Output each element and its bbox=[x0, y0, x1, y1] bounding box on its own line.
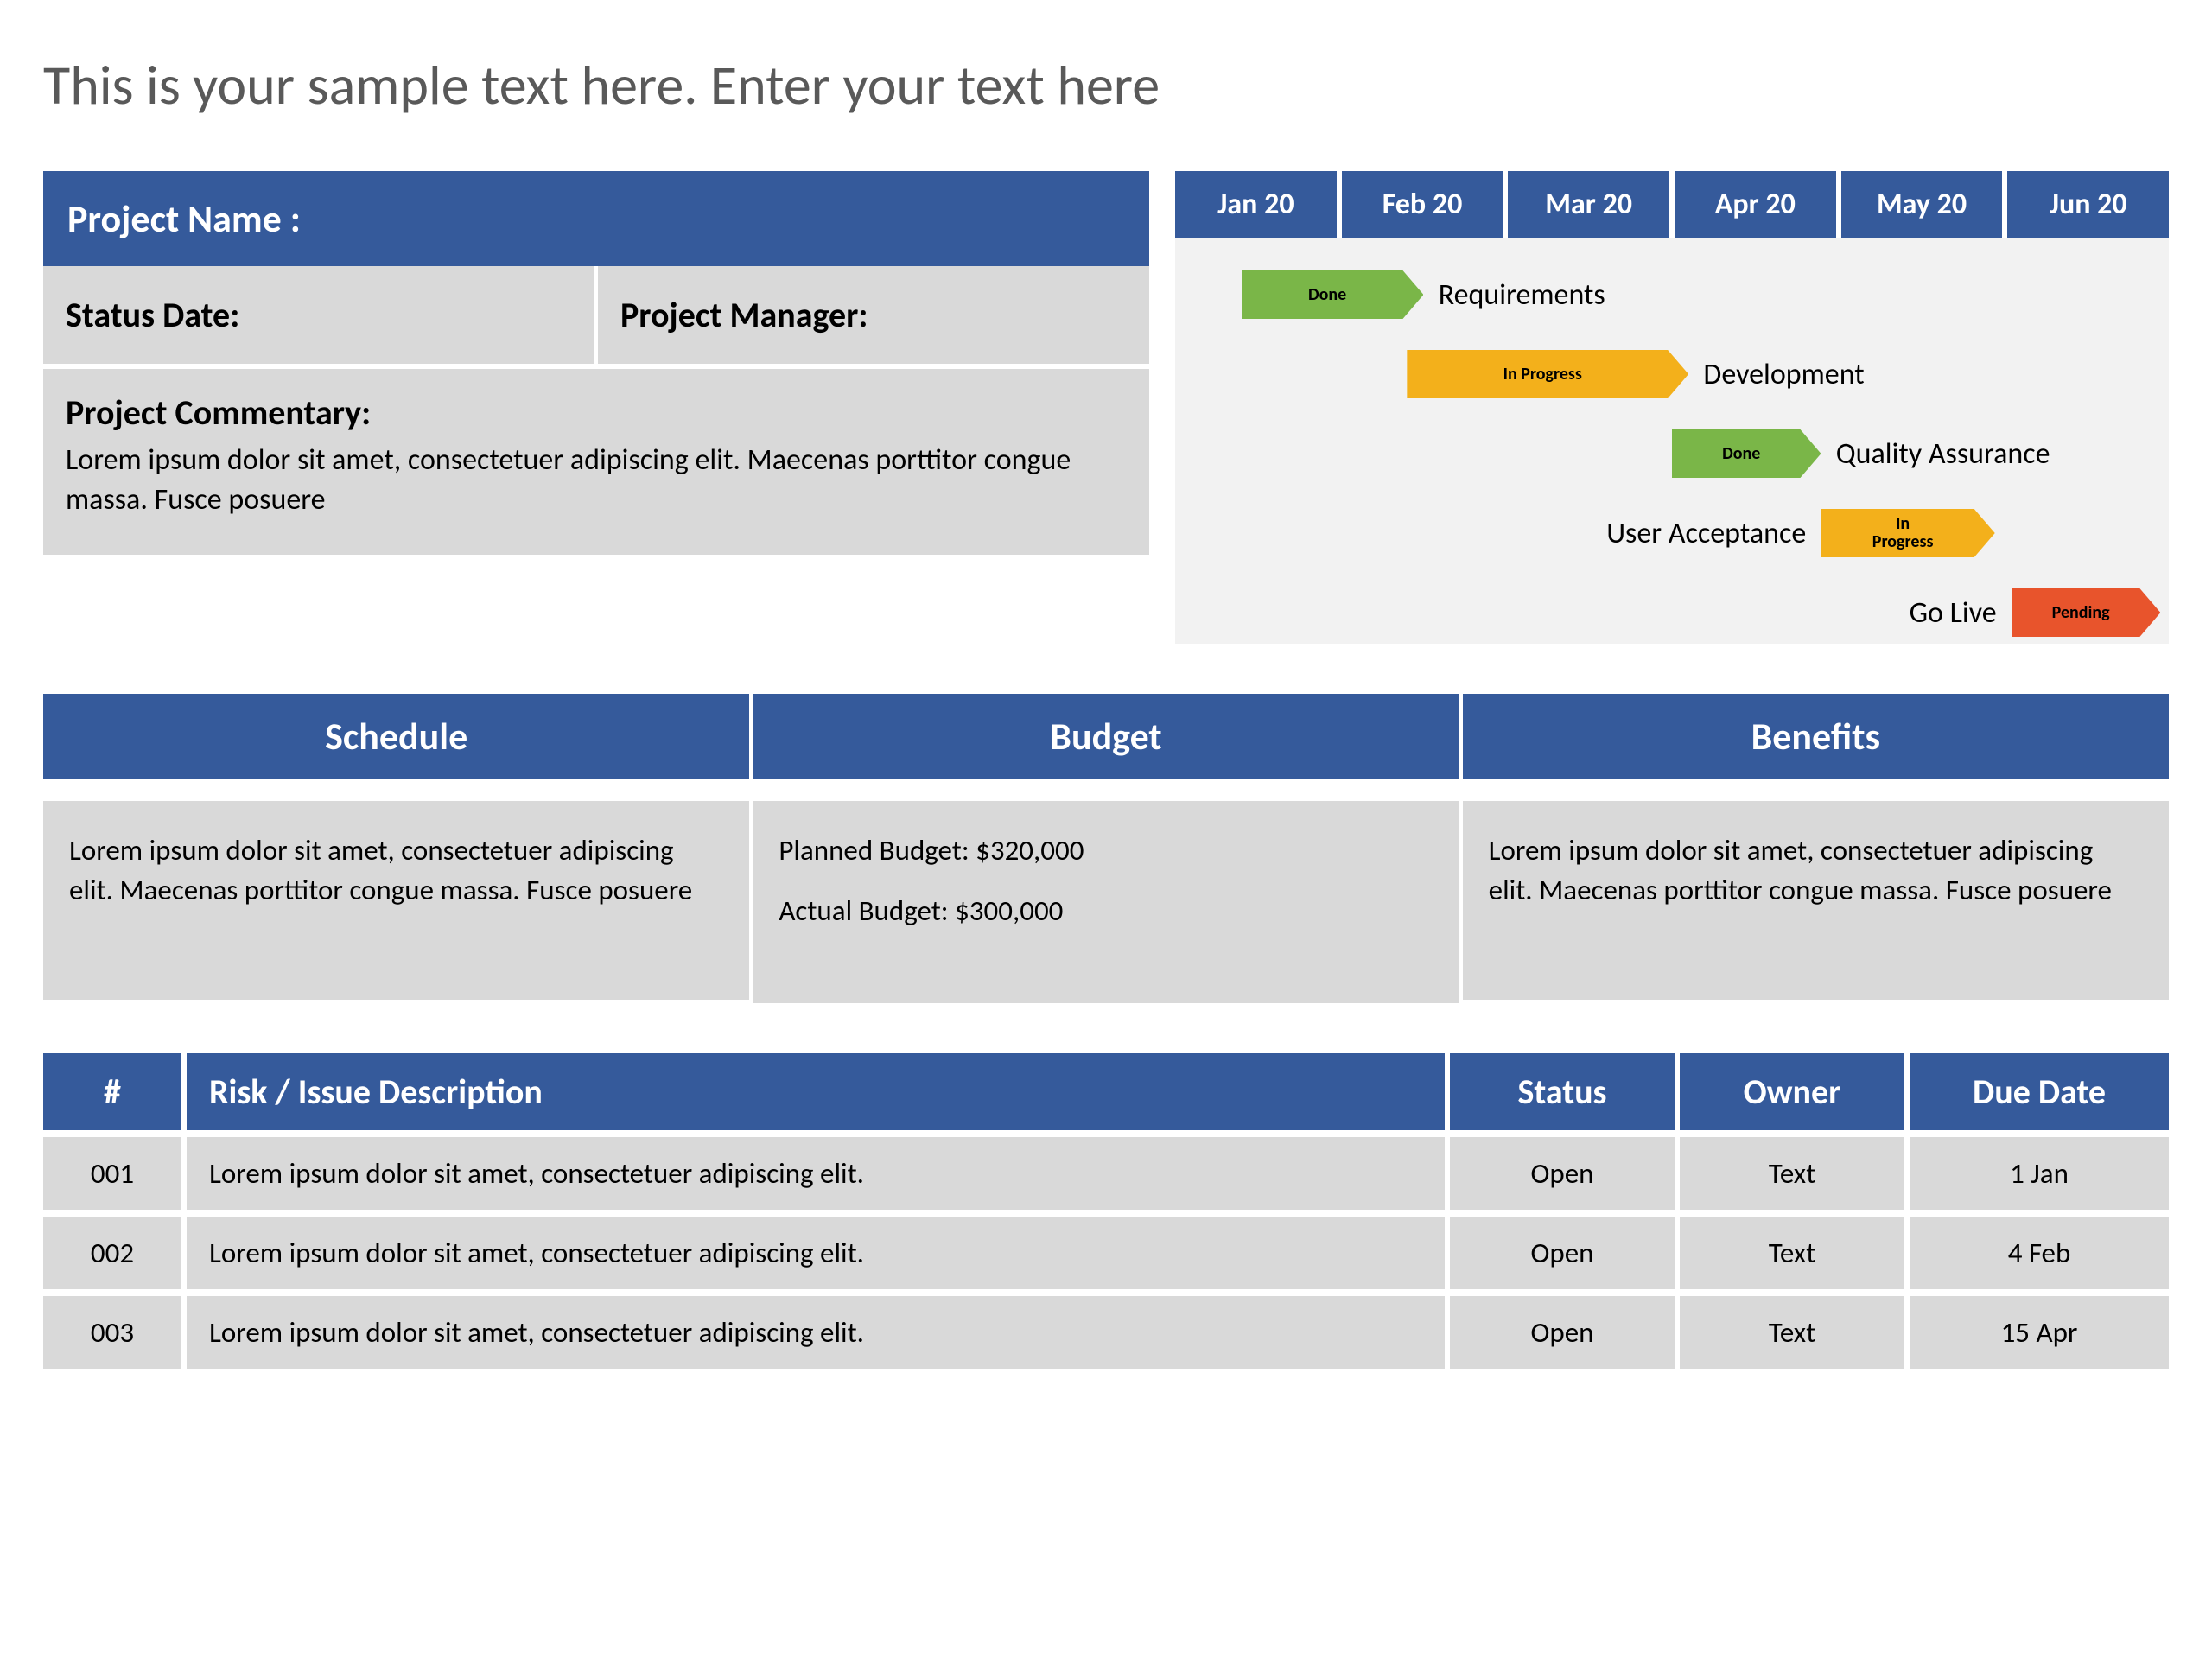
phase-status-arrow: Done bbox=[1672, 429, 1821, 478]
risk-cell-status: Open bbox=[1450, 1137, 1675, 1210]
risk-cell-num: 001 bbox=[43, 1137, 181, 1210]
risk-cell-due: 1 Jan bbox=[1910, 1137, 2169, 1210]
timeline-months-header: Jan 20Feb 20Mar 20Apr 20May 20Jun 20 bbox=[1175, 171, 2169, 238]
budget-header: Budget bbox=[753, 694, 1459, 779]
phase-label: Go Live bbox=[1910, 595, 1997, 631]
risk-cell-desc: Lorem ipsum dolor sit amet, consectetuer… bbox=[187, 1296, 1445, 1369]
phase-row: Pending Go Live bbox=[1175, 573, 2169, 652]
risk-cell-owner: Text bbox=[1680, 1217, 1904, 1289]
schedule-column: Schedule Lorem ipsum dolor sit amet, con… bbox=[43, 694, 753, 1003]
risk-cell-desc: Lorem ipsum dolor sit amet, consectetuer… bbox=[187, 1217, 1445, 1289]
budget-body: Planned Budget: $320,000 Actual Budget: … bbox=[753, 801, 1459, 1003]
phase-status-arrow: In Progress bbox=[1821, 509, 1995, 557]
project-name-header: Project Name : bbox=[43, 171, 1149, 266]
commentary-cell: Project Commentary: Lorem ipsum dolor si… bbox=[43, 369, 1149, 555]
sections-row: Schedule Lorem ipsum dolor sit amet, con… bbox=[43, 694, 2169, 1003]
risk-cell-desc: Lorem ipsum dolor sit amet, consectetuer… bbox=[187, 1137, 1445, 1210]
risk-cell-owner: Text bbox=[1680, 1296, 1904, 1369]
phase-status-arrow: Pending bbox=[2012, 588, 2161, 637]
phase-row: Done Quality Assurance bbox=[1175, 414, 2169, 493]
commentary-label: Project Commentary: bbox=[66, 391, 1127, 434]
benefits-body: Lorem ipsum dolor sit amet, consectetuer… bbox=[1463, 801, 2169, 1000]
risk-cell-num: 003 bbox=[43, 1296, 181, 1369]
benefits-column: Benefits Lorem ipsum dolor sit amet, con… bbox=[1463, 694, 2169, 1003]
month-cell: May 20 bbox=[1841, 171, 2003, 238]
schedule-body: Lorem ipsum dolor sit amet, consectetuer… bbox=[43, 801, 749, 1000]
benefits-header: Benefits bbox=[1463, 694, 2169, 779]
month-cell: Jun 20 bbox=[2007, 171, 2169, 238]
phase-row: In Progress Development bbox=[1175, 334, 2169, 414]
commentary-text: Lorem ipsum dolor sit amet, consectetuer… bbox=[66, 441, 1127, 520]
risk-row: 003Lorem ipsum dolor sit amet, consectet… bbox=[43, 1296, 2169, 1369]
month-cell: Mar 20 bbox=[1508, 171, 1669, 238]
planned-budget: Planned Budget: $320,000 bbox=[779, 830, 1433, 870]
col-desc: Risk / Issue Description bbox=[187, 1053, 1445, 1130]
project-info-panel: Project Name : Status Date: Project Mana… bbox=[43, 171, 1149, 644]
risk-row: 002Lorem ipsum dolor sit amet, consectet… bbox=[43, 1217, 2169, 1289]
risk-cell-owner: Text bbox=[1680, 1137, 1904, 1210]
top-row: Project Name : Status Date: Project Mana… bbox=[43, 171, 2169, 644]
risk-header-row: # Risk / Issue Description Status Owner … bbox=[43, 1053, 2169, 1130]
month-cell: Feb 20 bbox=[1342, 171, 1503, 238]
col-due: Due Date bbox=[1910, 1053, 2169, 1130]
timeline-body: Done Requirements In Progress Development Do… bbox=[1175, 238, 2169, 644]
risk-cell-num: 002 bbox=[43, 1217, 181, 1289]
timeline-panel: Jan 20Feb 20Mar 20Apr 20May 20Jun 20 Don… bbox=[1175, 171, 2169, 644]
phase-row: In Progress User Acceptance bbox=[1175, 493, 2169, 573]
phase-status-arrow: Done bbox=[1242, 270, 1424, 319]
month-cell: Jan 20 bbox=[1175, 171, 1337, 238]
phase-label: User Acceptance bbox=[1606, 516, 1806, 551]
phase-label: Development bbox=[1703, 357, 1864, 392]
status-date-cell: Status Date: bbox=[43, 266, 598, 364]
col-num: # bbox=[43, 1053, 181, 1130]
budget-column: Budget Planned Budget: $320,000 Actual B… bbox=[753, 694, 1462, 1003]
risk-cell-due: 15 Apr bbox=[1910, 1296, 2169, 1369]
col-owner: Owner bbox=[1680, 1053, 1904, 1130]
actual-budget: Actual Budget: $300,000 bbox=[779, 891, 1433, 931]
schedule-header: Schedule bbox=[43, 694, 749, 779]
page-title: This is your sample text here. Enter you… bbox=[43, 52, 2169, 119]
month-cell: Apr 20 bbox=[1675, 171, 1836, 238]
phase-row: Done Requirements bbox=[1175, 255, 2169, 334]
risk-cell-status: Open bbox=[1450, 1296, 1675, 1369]
risk-cell-due: 4 Feb bbox=[1910, 1217, 2169, 1289]
col-status: Status bbox=[1450, 1053, 1675, 1130]
risk-table: # Risk / Issue Description Status Owner … bbox=[43, 1053, 2169, 1369]
risk-cell-status: Open bbox=[1450, 1217, 1675, 1289]
phase-status-arrow: In Progress bbox=[1407, 350, 1688, 398]
project-manager-cell: Project Manager: bbox=[598, 266, 1149, 364]
phase-label: Requirements bbox=[1439, 277, 1605, 313]
phase-label: Quality Assurance bbox=[1836, 436, 2050, 472]
risk-row: 001Lorem ipsum dolor sit amet, consectet… bbox=[43, 1137, 2169, 1210]
